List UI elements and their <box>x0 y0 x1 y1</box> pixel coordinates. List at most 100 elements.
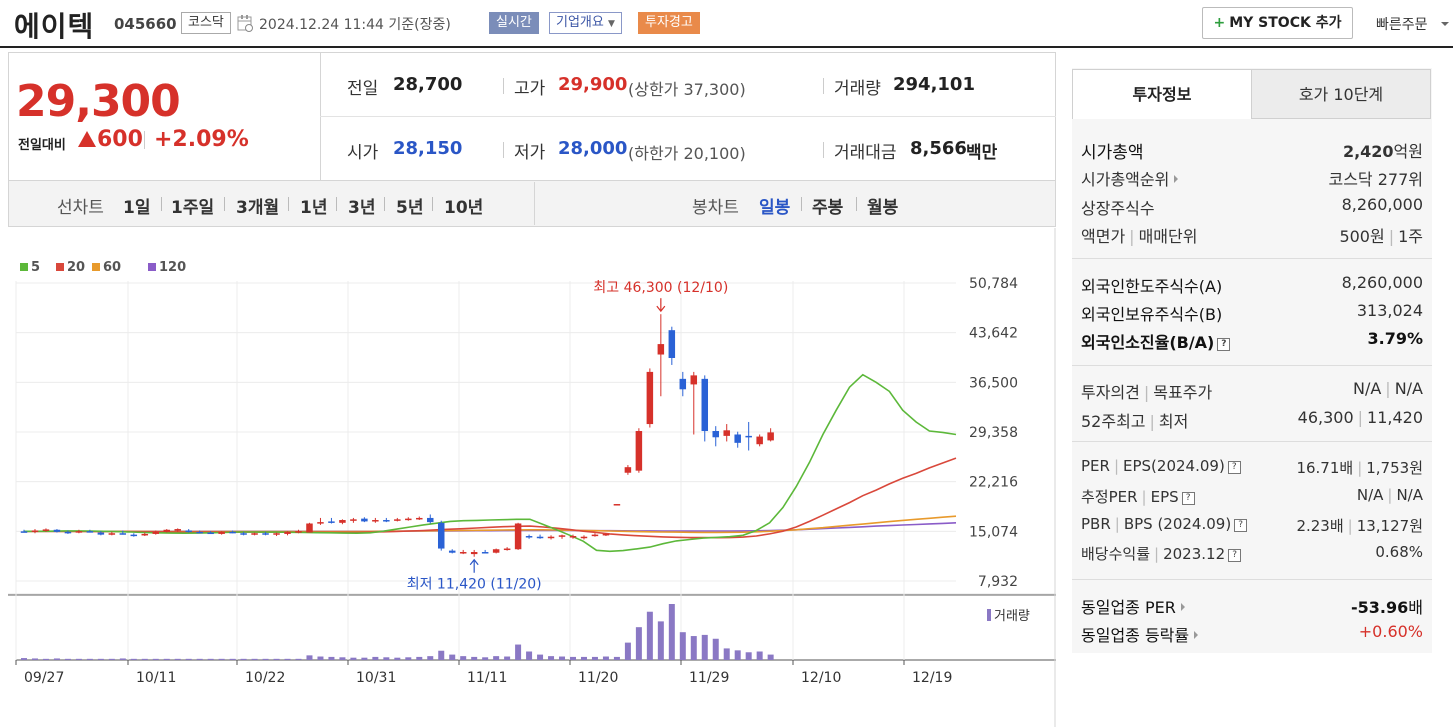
timestamp: 2024.12.24 11:44 기준(장중) <box>259 17 451 33</box>
period-5y[interactable]: 5년 <box>396 198 424 218</box>
legend-label-20: 20 <box>67 260 85 275</box>
current-price: 29,300 <box>16 76 181 127</box>
quick-order-button[interactable]: 빠른주문 <box>1376 17 1428 33</box>
volume-bar <box>284 658 291 660</box>
volume-bar <box>383 657 390 660</box>
candle-body <box>547 536 555 539</box>
candlestick-chart[interactable]: 50,784 43,642 36,500 29,358 22,216 15,074 7,93… <box>8 228 1056 727</box>
industry-change-label: 동일업종 등락률 <box>1081 626 1190 645</box>
industry-per-link[interactable]: 동일업종 PER <box>1081 594 1185 618</box>
divider: | <box>1143 383 1150 402</box>
change-label: 전일대비 <box>18 138 66 153</box>
candle-body <box>514 523 522 550</box>
candle-body <box>745 435 752 438</box>
divider <box>1072 258 1432 259</box>
low-label: 저가 <box>514 143 546 163</box>
volume-bar <box>756 651 763 660</box>
divider <box>503 78 504 94</box>
volume-bar <box>53 658 60 660</box>
volume-bar <box>42 658 49 660</box>
help-icon[interactable]: ? <box>1228 549 1242 562</box>
period-monthly[interactable]: 월봉 <box>867 198 899 218</box>
candle-body <box>591 534 599 537</box>
volume-bar <box>273 658 280 660</box>
change-amount: 600 <box>78 127 143 152</box>
company-overview-dropdown[interactable]: 기업개요 ▼ <box>549 12 622 34</box>
help-icon[interactable]: ? <box>1234 519 1248 532</box>
volume-bar <box>745 652 752 660</box>
market-cap-rank-link[interactable]: 시가총액순위 <box>1081 166 1179 190</box>
est-per-value: N/A <box>1356 486 1384 504</box>
help-icon[interactable]: ? <box>1181 492 1195 505</box>
candle-body <box>119 533 127 535</box>
industry-change-link[interactable]: 동일업종 등락률 <box>1081 622 1199 646</box>
company-overview-label: 기업개요 <box>556 15 604 30</box>
volume-bar <box>141 658 148 660</box>
candle-body <box>657 344 665 355</box>
calendar-icon <box>237 15 253 32</box>
volume-bar <box>712 638 719 660</box>
open-label: 시가 <box>347 143 379 163</box>
volume-bar <box>240 658 247 660</box>
volume-bar <box>613 656 620 660</box>
volume-bar <box>482 657 489 660</box>
volume-bar <box>449 654 456 660</box>
volume-bar <box>580 656 587 660</box>
pbr-label: PBR <box>1081 515 1111 533</box>
foreign-limit-value: 8,260,000 <box>1341 273 1423 292</box>
line-chart-label: 선차트 <box>57 198 104 218</box>
period-1d[interactable]: 1일 <box>123 198 151 218</box>
volume-bar <box>108 658 115 660</box>
target-price-value: N/A <box>1394 379 1423 398</box>
market-cap-value-wrap: 2,420억원 <box>1343 138 1423 162</box>
period-1y[interactable]: 1년 <box>300 198 328 218</box>
tab-investment-info[interactable]: 투자정보 <box>1072 69 1252 119</box>
volume-bar <box>97 658 104 660</box>
week52-high-value: 46,300 <box>1297 408 1354 427</box>
target-price-label: 목표주가 <box>1153 383 1213 402</box>
candle-body <box>503 548 511 551</box>
tab-orderbook-10[interactable]: 호가 10단계 <box>1251 69 1431 119</box>
period-10y[interactable]: 10년 <box>444 198 484 218</box>
divider <box>534 182 535 225</box>
candle-body <box>448 550 456 553</box>
per-labels: PER | EPS(2024.09)? <box>1081 457 1241 475</box>
divider: | <box>1388 227 1395 246</box>
candle-body <box>580 536 588 539</box>
foreign-exhaustion-value: 3.79% <box>1367 329 1423 348</box>
volume-bar <box>31 658 38 660</box>
market-cap-label: 시가총액 <box>1081 143 1144 163</box>
divider <box>144 131 145 149</box>
period-1w[interactable]: 1주일 <box>171 198 215 218</box>
volume-bar <box>624 642 631 660</box>
candle-body <box>207 532 214 535</box>
volume-bar <box>306 655 313 660</box>
x-tick-label: 11/11 <box>467 670 507 686</box>
help-icon[interactable]: ? <box>1217 338 1231 351</box>
period-3y[interactable]: 3년 <box>348 198 376 218</box>
help-icon[interactable]: ? <box>1227 461 1241 474</box>
opinion-values: N/A | N/A <box>1353 379 1423 398</box>
period-3m[interactable]: 3개월 <box>236 198 280 218</box>
trade-amount-unit: 백만 <box>966 143 998 163</box>
per-values: 16.71배 | 1,753원 <box>1296 457 1423 478</box>
y-tick-label: 22,216 <box>969 475 1018 491</box>
candle-body <box>141 533 149 536</box>
legend-swatch <box>148 263 156 271</box>
divider <box>384 197 385 211</box>
chart-period-toolbar <box>8 180 1056 227</box>
divider <box>288 197 289 211</box>
x-tick-label: 12/10 <box>801 670 841 686</box>
high-value: 29,900 <box>558 74 628 95</box>
industry-per-label: 동일업종 PER <box>1081 598 1176 617</box>
x-tick-label: 09/27 <box>24 670 64 686</box>
industry-per-value-wrap: -53.96배 <box>1351 594 1423 618</box>
period-weekly[interactable]: 주봉 <box>812 198 844 218</box>
realtime-button[interactable]: 실시간 <box>489 12 539 34</box>
divider: | <box>1387 486 1393 504</box>
candle-body <box>284 531 291 534</box>
add-my-stock-button[interactable]: + MY STOCK 추가 <box>1202 7 1353 39</box>
period-daily[interactable]: 일봉 <box>759 198 791 218</box>
volume-bar <box>668 604 675 660</box>
divider <box>432 197 433 211</box>
